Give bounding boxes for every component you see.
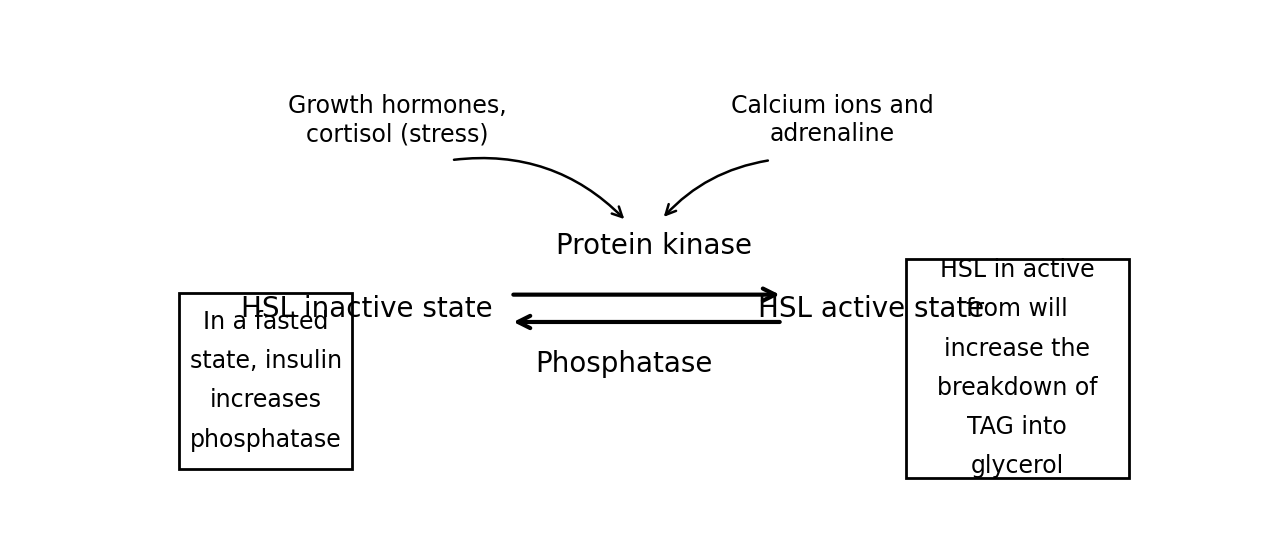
Text: Calcium ions and
adrenaline: Calcium ions and adrenaline	[731, 94, 933, 146]
FancyBboxPatch shape	[179, 293, 352, 469]
Text: Protein kinase: Protein kinase	[556, 232, 752, 260]
Text: Growth hormones,
cortisol (stress): Growth hormones, cortisol (stress)	[287, 94, 507, 146]
FancyBboxPatch shape	[906, 259, 1129, 478]
Text: Phosphatase: Phosphatase	[536, 350, 713, 378]
Text: HSL inactive state: HSL inactive state	[241, 295, 493, 323]
Text: In a fasted
state, insulin
increases
phosphatase: In a fasted state, insulin increases pho…	[190, 310, 342, 452]
Text: HSL in active
from will
increase the
breakdown of
TAG into
glycerol: HSL in active from will increase the bre…	[937, 258, 1097, 478]
Text: HSL active state: HSL active state	[758, 295, 985, 323]
